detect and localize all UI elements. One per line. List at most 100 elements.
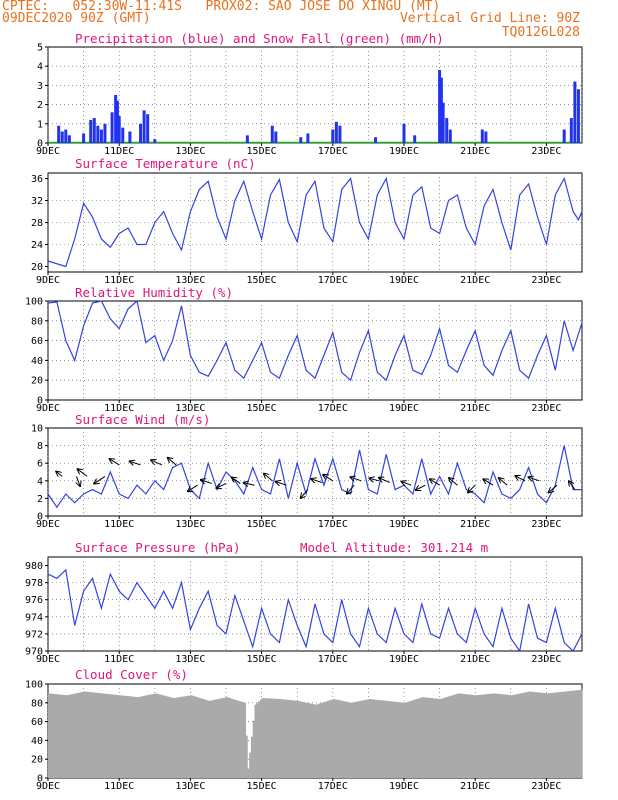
- precip-bar: [299, 137, 303, 143]
- cloud-bar: [327, 700, 330, 778]
- cloud-bar: [553, 692, 556, 778]
- cloud-bar: [373, 699, 376, 778]
- cloud-bar: [336, 699, 339, 778]
- cloud-bar: [122, 695, 125, 778]
- cloud-bar: [338, 700, 341, 778]
- wind-arrow: [528, 477, 540, 481]
- cloud-bar: [56, 694, 60, 778]
- y-tick-label: 2: [37, 100, 43, 111]
- cloud-bar: [423, 697, 426, 778]
- cloud-bar: [233, 699, 236, 778]
- cloud-bar: [491, 693, 494, 778]
- cloud-bar: [183, 696, 186, 778]
- x-tick-label: 19DEC: [389, 654, 419, 665]
- x-tick-label: 21DEC: [460, 519, 490, 530]
- cloud-bar: [252, 720, 255, 778]
- precip-bar: [146, 114, 150, 143]
- y-tick-label: 980: [25, 561, 43, 572]
- y-tick-label: 978: [25, 578, 43, 589]
- y-tick-label: 0: [37, 512, 43, 523]
- y-tick-label: 972: [25, 629, 43, 640]
- cloud-bar: [80, 692, 83, 778]
- cloud-bar: [67, 694, 70, 778]
- y-tick-label: 0: [37, 396, 43, 407]
- x-tick-label: 11DEC: [104, 654, 134, 665]
- panel-title: Surface Pressure (hPa): [75, 540, 241, 555]
- precip-bar: [92, 118, 96, 143]
- precip-bar: [331, 129, 335, 143]
- x-tick-label: 21DEC: [460, 654, 490, 665]
- cloud-bar: [409, 701, 412, 778]
- cloud-bar: [306, 702, 309, 778]
- precip-bar: [576, 89, 580, 143]
- precip-bar: [99, 129, 103, 143]
- cloud-bar: [258, 701, 261, 778]
- x-tick-label: 23DEC: [531, 781, 561, 792]
- cloud-bar: [493, 693, 496, 778]
- cloud-bar: [137, 697, 140, 778]
- x-tick-label: 15DEC: [247, 146, 277, 157]
- x-tick-label: 13DEC: [175, 275, 205, 286]
- cloud-bar: [460, 693, 464, 778]
- cloud-bar: [256, 703, 259, 778]
- cloud-bar: [444, 697, 448, 778]
- cloud-bar: [279, 699, 282, 778]
- cloud-bar: [355, 701, 359, 778]
- cloud-bar: [379, 700, 382, 778]
- cloud-bar: [361, 700, 364, 778]
- wind-arrow: [369, 478, 380, 480]
- cloud-bar: [113, 694, 117, 778]
- cloud-bar: [457, 693, 460, 778]
- cloud-bar: [295, 700, 298, 778]
- cloud-bar: [74, 693, 77, 778]
- cloud-bar: [487, 693, 490, 778]
- cloud-bar: [532, 691, 535, 778]
- cloud-bar: [387, 701, 391, 778]
- cloud-bar: [270, 698, 273, 778]
- cloud-bar: [375, 699, 378, 778]
- cloud-bar: [480, 694, 483, 778]
- cloud-bar: [215, 699, 218, 778]
- x-tick-label: 23DEC: [531, 519, 561, 530]
- cloud-bar: [138, 696, 141, 778]
- cloud-bar: [181, 696, 184, 778]
- cloud-bar: [153, 693, 156, 778]
- cloud-bar: [416, 698, 419, 778]
- cloud-bar: [453, 694, 457, 778]
- cloud-bar: [85, 691, 88, 778]
- cloud-bar: [567, 691, 570, 778]
- cloud-bar: [407, 701, 410, 778]
- precip-bar: [114, 95, 118, 143]
- cloud-bar: [209, 700, 213, 778]
- cloud-bar: [473, 695, 476, 778]
- wind-arrow: [468, 484, 476, 492]
- cloud-bar: [448, 696, 451, 778]
- cloud-bar: [541, 692, 544, 778]
- x-tick-label: 9DEC: [36, 146, 60, 157]
- cloud-bar: [428, 697, 432, 778]
- cloud-bar: [549, 693, 553, 778]
- x-tick-label: 9DEC: [36, 781, 60, 792]
- cloud-bar: [186, 695, 190, 778]
- cloud-bar: [104, 693, 108, 778]
- x-tick-label: 21DEC: [460, 275, 490, 286]
- y-tick-label: 20: [31, 376, 43, 387]
- y-tick-label: 974: [25, 612, 43, 623]
- cloud-bar: [307, 703, 311, 778]
- cloud-bar: [555, 692, 558, 778]
- x-tick-label: 15DEC: [247, 403, 277, 414]
- precip-bar: [402, 123, 406, 143]
- cloud-bar: [204, 699, 207, 778]
- cloud-bar: [83, 691, 86, 778]
- cloud-bar: [76, 693, 79, 778]
- cloud-bar: [286, 699, 289, 778]
- cloud-bar: [131, 696, 134, 778]
- precip-bar: [448, 129, 452, 143]
- cloud-bar: [494, 693, 497, 778]
- cloud-bar: [254, 704, 257, 778]
- cloud-bar: [99, 693, 102, 778]
- cloud-bar: [325, 701, 328, 778]
- cloud-bar: [156, 693, 159, 778]
- header-date: 09DEC2020 90Z (GMT): [2, 11, 151, 26]
